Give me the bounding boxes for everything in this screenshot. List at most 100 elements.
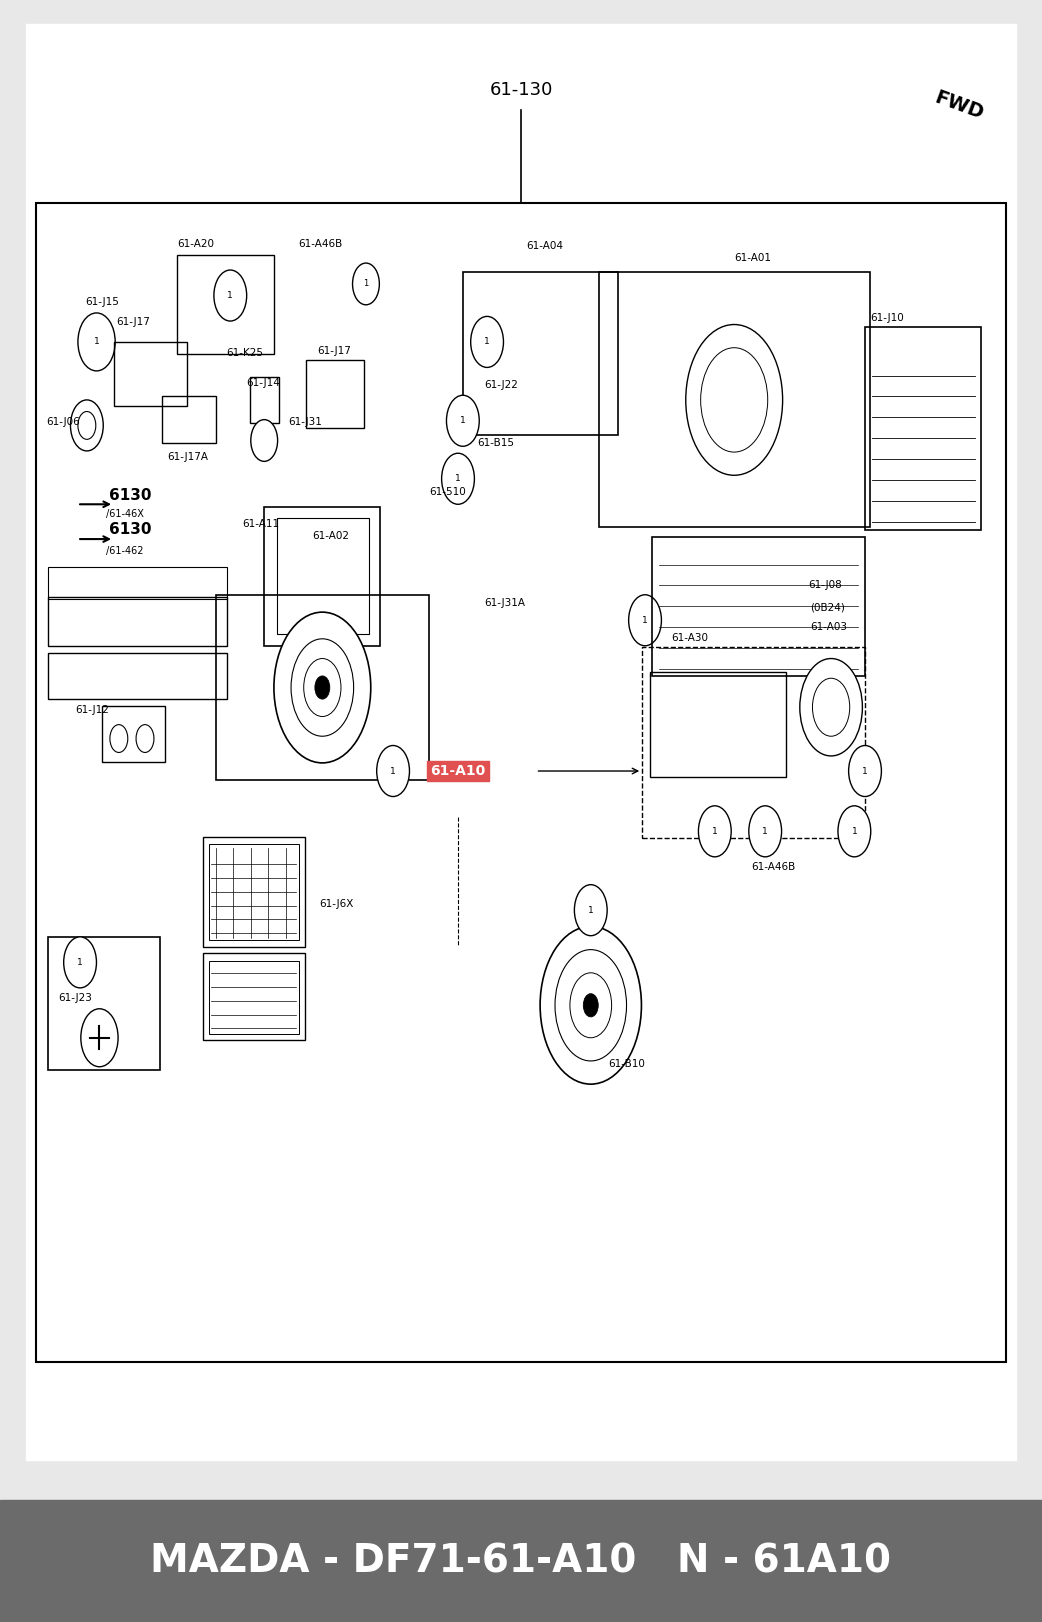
Text: 61-J17: 61-J17: [116, 316, 150, 326]
Bar: [865, 328, 982, 530]
Circle shape: [303, 659, 341, 717]
Text: 61-A04: 61-A04: [526, 242, 563, 251]
Text: 61-J17A: 61-J17A: [168, 453, 208, 462]
Bar: [203, 837, 305, 947]
Text: 61-J10: 61-J10: [870, 313, 903, 323]
Text: 61-J31: 61-J31: [289, 417, 322, 428]
Bar: [177, 255, 274, 354]
Text: 61-J31A: 61-J31A: [485, 599, 525, 608]
Bar: [203, 954, 305, 1040]
Circle shape: [749, 806, 782, 856]
Text: 61-B10: 61-B10: [609, 1059, 645, 1069]
Text: 1: 1: [851, 827, 858, 835]
Bar: [277, 517, 369, 634]
Text: MAZDA - DF71-61-A10   N - 61A10: MAZDA - DF71-61-A10 N - 61A10: [150, 1543, 892, 1580]
Text: 61-A03: 61-A03: [810, 621, 847, 631]
Text: 61-J15: 61-J15: [85, 297, 119, 307]
Bar: [36, 203, 1006, 1362]
Circle shape: [700, 347, 768, 453]
Bar: [650, 673, 786, 777]
Bar: [463, 272, 618, 435]
Text: /61-46X: /61-46X: [106, 509, 144, 519]
Text: 61-J22: 61-J22: [485, 380, 518, 391]
Bar: [48, 568, 227, 600]
Text: FWD: FWD: [932, 88, 986, 123]
Text: 1: 1: [227, 290, 233, 300]
Circle shape: [584, 994, 598, 1017]
Circle shape: [800, 659, 863, 756]
Text: 61-J06: 61-J06: [46, 417, 80, 428]
Text: 1: 1: [588, 905, 594, 915]
Bar: [652, 537, 865, 676]
Text: 61-A02: 61-A02: [313, 530, 350, 542]
Circle shape: [377, 746, 410, 796]
Circle shape: [291, 639, 353, 736]
Bar: [0, 1500, 1042, 1622]
Bar: [209, 843, 299, 941]
Text: 61-J6X: 61-J6X: [320, 899, 354, 908]
Bar: [216, 595, 429, 780]
Bar: [102, 706, 166, 762]
Text: 61-A46B: 61-A46B: [298, 238, 343, 248]
Bar: [114, 342, 187, 406]
Circle shape: [442, 453, 474, 504]
Circle shape: [570, 973, 612, 1038]
Text: 61-J17: 61-J17: [318, 345, 351, 355]
Text: 1: 1: [763, 827, 768, 835]
Bar: [163, 396, 216, 443]
Text: (0B24): (0B24): [810, 603, 845, 613]
Text: /61-462: /61-462: [106, 545, 144, 556]
Text: 61-A20: 61-A20: [177, 238, 214, 248]
Text: 61-B15: 61-B15: [477, 438, 515, 448]
Text: 1: 1: [77, 959, 83, 967]
Text: 61-J14: 61-J14: [246, 378, 279, 388]
Bar: [306, 360, 364, 428]
Text: 61-A30: 61-A30: [671, 633, 709, 644]
Circle shape: [446, 396, 479, 446]
Bar: [265, 506, 380, 646]
Circle shape: [848, 746, 882, 796]
Text: 61-A46B: 61-A46B: [751, 861, 796, 871]
Text: 1: 1: [712, 827, 718, 835]
Text: 1: 1: [460, 417, 466, 425]
Text: 1: 1: [862, 767, 868, 775]
Text: 61-J12: 61-J12: [75, 706, 109, 715]
Circle shape: [555, 949, 626, 1061]
Circle shape: [214, 269, 247, 321]
Bar: [209, 962, 299, 1035]
Text: 1: 1: [642, 616, 648, 624]
Text: 61-A01: 61-A01: [735, 253, 771, 263]
Circle shape: [81, 1009, 118, 1067]
Bar: [48, 938, 159, 1071]
Bar: [250, 376, 278, 423]
Circle shape: [78, 412, 96, 440]
Bar: [598, 272, 870, 527]
Circle shape: [813, 678, 849, 736]
Circle shape: [471, 316, 503, 368]
Text: 61-A11: 61-A11: [242, 519, 279, 529]
Circle shape: [109, 725, 128, 753]
Circle shape: [78, 313, 116, 371]
Circle shape: [251, 420, 277, 461]
Circle shape: [838, 806, 871, 856]
Circle shape: [137, 725, 154, 753]
Circle shape: [540, 926, 642, 1083]
Circle shape: [274, 611, 371, 762]
Text: 6130: 6130: [109, 522, 152, 537]
Bar: [48, 597, 227, 646]
Text: 6130: 6130: [109, 488, 152, 503]
Text: 61-K25: 61-K25: [226, 347, 264, 358]
Circle shape: [698, 806, 731, 856]
Text: 61-J08: 61-J08: [808, 579, 842, 590]
Text: 61-130: 61-130: [490, 81, 552, 99]
Circle shape: [64, 938, 97, 988]
Text: 1: 1: [94, 337, 99, 347]
Text: 1: 1: [390, 767, 396, 775]
Text: 1: 1: [455, 474, 461, 483]
Text: 61-510: 61-510: [429, 487, 466, 496]
Text: 61-J23: 61-J23: [57, 993, 92, 1002]
Bar: [48, 652, 227, 699]
Circle shape: [574, 884, 607, 936]
Text: 61-A10: 61-A10: [430, 764, 486, 779]
Text: 1: 1: [364, 279, 369, 289]
